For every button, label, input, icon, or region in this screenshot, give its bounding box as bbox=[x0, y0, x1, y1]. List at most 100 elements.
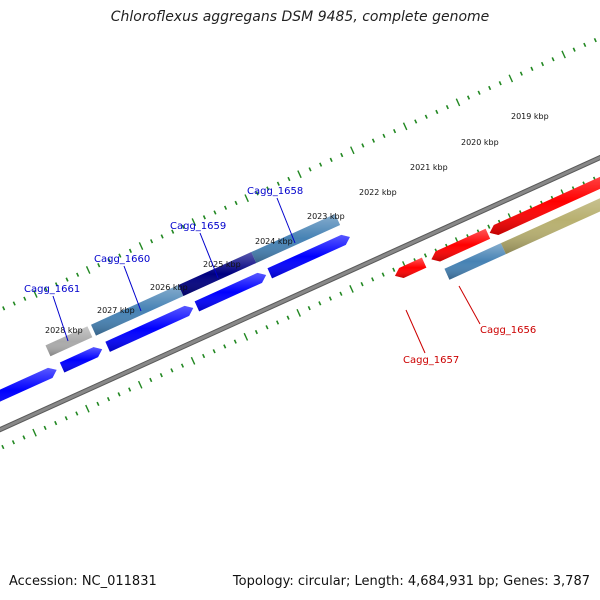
lower-tick bbox=[149, 377, 153, 383]
ruler-label: 2019 kbp bbox=[511, 112, 549, 121]
upper-tick bbox=[519, 71, 523, 76]
upper-tick bbox=[33, 290, 38, 298]
upper-tick bbox=[455, 98, 461, 107]
upper-tick bbox=[583, 42, 587, 48]
lower-tick bbox=[307, 305, 311, 311]
gene-label[interactable]: Cagg_1660 bbox=[94, 254, 150, 265]
upper-tick bbox=[85, 266, 91, 274]
lower-tick bbox=[32, 428, 37, 437]
lower-tick bbox=[423, 253, 428, 258]
upper-tick bbox=[276, 181, 280, 186]
gene-leader-line bbox=[405, 309, 426, 354]
lower-tick bbox=[64, 416, 68, 421]
upper-tick bbox=[508, 74, 514, 83]
lower-tick bbox=[328, 296, 332, 301]
upper-tick bbox=[107, 258, 111, 263]
gene-leader-line bbox=[199, 232, 219, 279]
gene-label[interactable]: Cagg_1661 bbox=[24, 284, 80, 295]
lower-tick bbox=[243, 332, 249, 341]
feature-track bbox=[0, 176, 600, 402]
lower-tick bbox=[54, 420, 58, 426]
upper-tick bbox=[402, 122, 408, 131]
ruler-label: 2025 kbp bbox=[203, 260, 241, 269]
lower-tick bbox=[392, 267, 396, 272]
upper-tick bbox=[287, 176, 291, 182]
cds-arrow-minus-shade bbox=[431, 228, 491, 262]
ruler-label: 2021 kbp bbox=[410, 163, 448, 172]
lower-tick bbox=[202, 353, 206, 359]
gene-labels: Cagg_1661 Cagg_1660 Cagg_1659 Cagg_1658 Cagg… bbox=[24, 186, 536, 366]
upper-tick-track bbox=[2, 37, 597, 311]
upper-tick bbox=[266, 186, 270, 191]
upper-tick bbox=[2, 306, 6, 311]
lower-tick bbox=[85, 404, 90, 413]
lower-tick bbox=[381, 272, 385, 277]
gene-leader-line bbox=[458, 285, 481, 325]
cds-arrow-shade bbox=[0, 367, 57, 402]
ruler-labels: 2019 kbp 2020 kbp 2021 kbp 2022 kbp 2023 kbp… bbox=[45, 112, 549, 335]
gene-label[interactable]: Cagg_1658 bbox=[247, 186, 303, 197]
upper-tick bbox=[350, 146, 355, 155]
upper-tick bbox=[319, 162, 323, 167]
lower-tick bbox=[170, 368, 174, 373]
upper-tick bbox=[171, 229, 175, 234]
gene-label[interactable]: Cagg_1659 bbox=[170, 221, 226, 232]
upper-tick bbox=[297, 170, 302, 179]
upper-tick bbox=[181, 224, 185, 230]
lower-tick bbox=[22, 435, 26, 440]
upper-tick bbox=[97, 263, 101, 268]
lower-tick bbox=[296, 308, 301, 317]
upper-tick bbox=[76, 272, 80, 277]
lower-tick bbox=[276, 320, 280, 325]
lower-tick bbox=[349, 285, 354, 293]
lower-tick-track bbox=[1, 176, 597, 450]
lower-tick bbox=[128, 387, 132, 392]
upper-tick bbox=[466, 95, 471, 100]
lower-tick bbox=[137, 380, 143, 389]
upper-tick bbox=[424, 114, 428, 119]
upper-tick bbox=[488, 85, 492, 91]
upper-tick bbox=[118, 253, 122, 258]
upper-tick bbox=[445, 104, 449, 110]
lower-tick bbox=[117, 392, 121, 397]
upper-tick bbox=[160, 234, 164, 239]
ruler-label: 2026 kbp bbox=[150, 283, 188, 292]
cds-arrow-shade bbox=[59, 347, 103, 373]
accession-label: Accession: NC_011831 bbox=[9, 574, 157, 589]
topology-label: Topology: circular; Length: 4,684,931 bp… bbox=[232, 574, 590, 589]
lower-tick bbox=[75, 411, 79, 416]
upper-tick bbox=[477, 90, 481, 95]
upper-tick bbox=[213, 210, 217, 215]
lower-tick bbox=[159, 373, 163, 378]
cds-arrow-shade bbox=[194, 272, 267, 312]
lower-tick bbox=[318, 301, 322, 306]
upper-tick bbox=[561, 50, 566, 59]
upper-tick bbox=[393, 128, 397, 134]
gene-bar-shade bbox=[178, 252, 257, 296]
lower-tick bbox=[190, 356, 196, 365]
upper-tick bbox=[414, 119, 418, 124]
upper-tick bbox=[340, 152, 344, 158]
gene-bar-shade bbox=[91, 285, 184, 336]
ruler-label: 2023 kbp bbox=[307, 212, 345, 221]
upper-tick bbox=[65, 277, 69, 282]
lower-tick bbox=[265, 325, 269, 330]
upper-tick bbox=[244, 194, 249, 203]
gene-leader-line bbox=[123, 265, 142, 312]
upper-tick bbox=[12, 301, 16, 306]
upper-tick bbox=[234, 200, 238, 206]
gene-label[interactable]: Cagg_1656 bbox=[480, 325, 536, 336]
lower-tick bbox=[212, 349, 216, 354]
lower-tick bbox=[96, 401, 100, 407]
upper-tick bbox=[44, 286, 48, 292]
upper-tick bbox=[128, 248, 133, 253]
upper-tick bbox=[551, 57, 555, 62]
upper-tick bbox=[382, 133, 386, 139]
upper-tick bbox=[223, 205, 228, 210]
upper-tick bbox=[572, 47, 576, 52]
gene-label[interactable]: Cagg_1657 bbox=[403, 355, 459, 366]
lower-tick bbox=[11, 440, 15, 445]
ruler-label: 2020 kbp bbox=[461, 138, 499, 147]
lower-tick bbox=[43, 425, 47, 431]
upper-tick bbox=[498, 81, 502, 86]
